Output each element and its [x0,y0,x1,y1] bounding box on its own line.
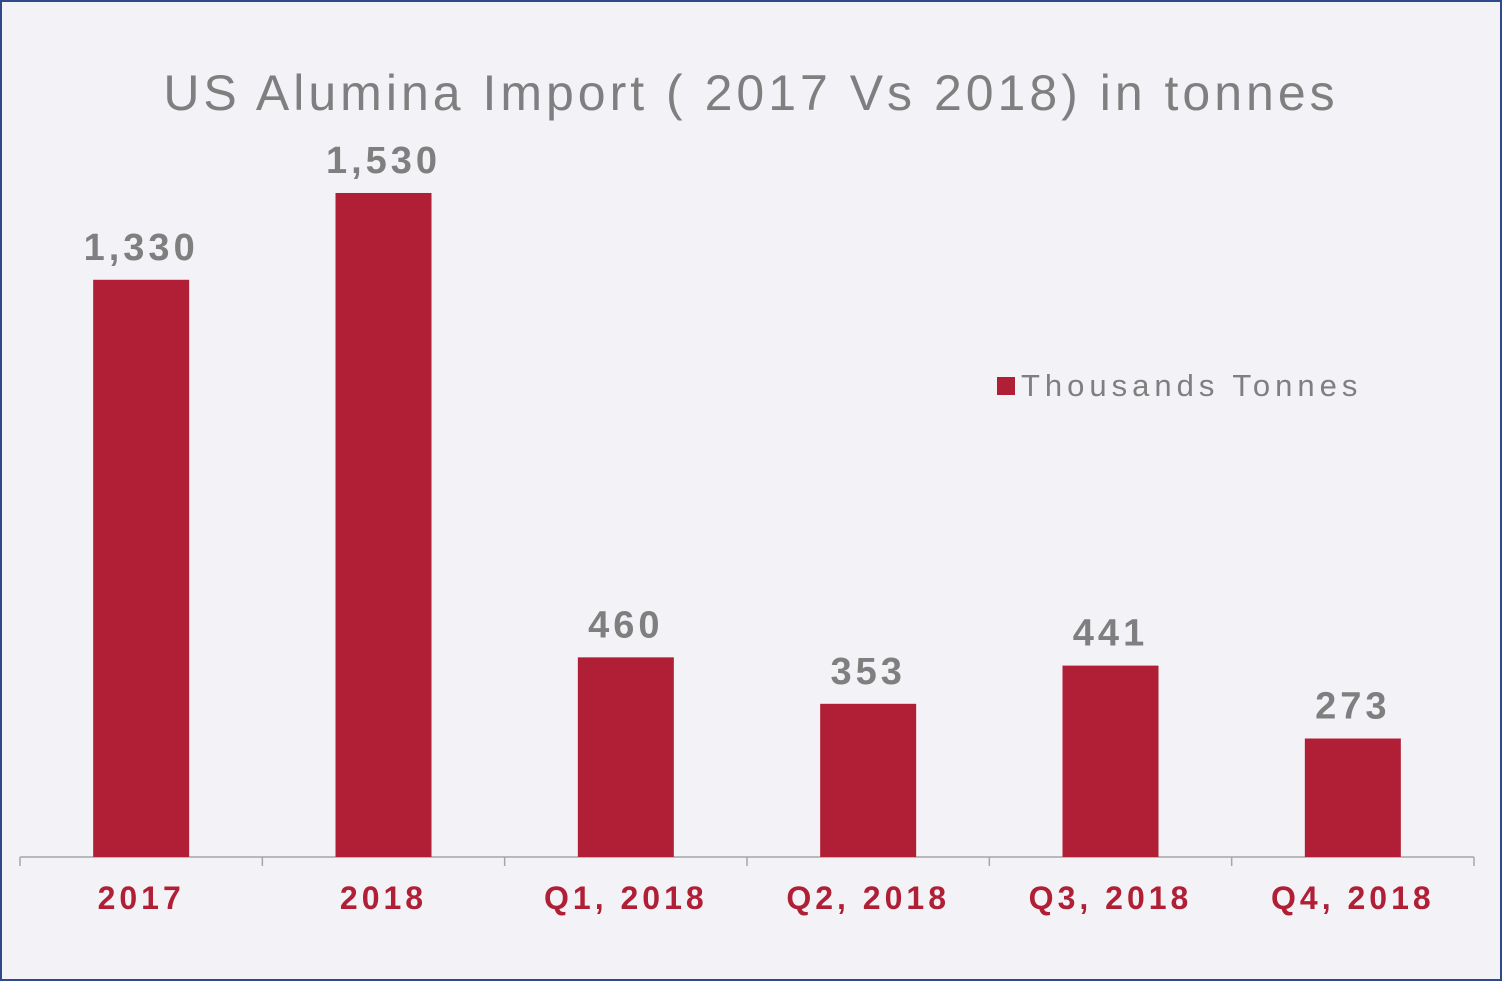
data-label: 1,330 [84,227,199,269]
x-tick-label: Q1, 2018 [544,880,708,916]
x-tick-label: 2017 [98,880,185,916]
legend-label: Thousands Tonnes [1021,368,1363,403]
bar [1062,665,1159,857]
chart-title: US Alumina Import ( 2017 Vs 2018) in ton… [163,65,1339,121]
bar [820,703,917,857]
bar [335,192,432,858]
data-label: 353 [830,651,905,693]
x-tick-label: Q2, 2018 [786,880,950,916]
x-tick-label: Q3, 2018 [1029,880,1193,916]
data-label: 460 [588,604,663,646]
bar [1304,738,1401,857]
x-tick-label: 2018 [340,880,427,916]
data-label: 273 [1315,686,1390,728]
x-tick-label: Q4, 2018 [1271,880,1435,916]
legend-swatch [997,377,1015,395]
bar [577,657,674,857]
bar [93,279,190,857]
chart-legend: Thousands Tonnes [997,368,1362,404]
data-label: 441 [1073,613,1148,655]
data-label: 1,530 [326,140,441,182]
